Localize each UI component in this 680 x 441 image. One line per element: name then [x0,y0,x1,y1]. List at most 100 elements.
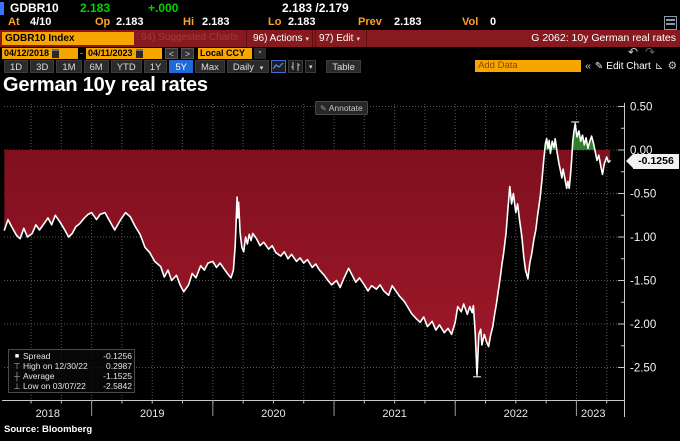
currency-select[interactable]: Local CCY [198,48,252,59]
date-range-bar: 04/12/2018 - 04/11/2023 < > Local CCY ▾ … [0,45,680,60]
svg-text:2022: 2022 [504,408,528,420]
legend-label: Spread [23,351,51,361]
legend-label: Low on 03/07/22 [23,381,86,391]
actions-label: 96) Actions [253,33,303,44]
last-value-tag: -0.1256 [626,154,679,169]
quote-field-label: At [8,16,20,28]
quote-field-value: 2.183 [202,16,230,28]
date-from-value: 04/12/2018 [4,48,50,58]
edit-chart-button[interactable]: ✎ Edit Chart [595,61,651,72]
source-credit: Source: Bloomberg [4,424,93,435]
quote-field-label: Hi [183,16,194,28]
add-data-input[interactable]: Add Data [475,60,582,72]
security-input[interactable]: GDBR10 Index [2,31,134,45]
chart-type-dropdown[interactable]: ▾ [305,60,317,73]
tag-arrow [626,154,633,168]
legend-row: ┼ Average -1.1525 [11,371,132,381]
function-title: G 2062: 10y German real rates [531,32,676,44]
range-toolbar: 1D 3D 1M 6M YTD 1Y 5Y Max Daily ▾ ▾ Table [4,60,361,73]
date-from-input[interactable]: 04/12/2018 [2,48,78,59]
svg-text:-2.00: -2.00 [630,319,656,331]
chevron-down-icon: ▾ [259,65,264,72]
ohlc-chart-icon [291,62,301,71]
legend-value: -2.5842 [103,381,132,391]
range-3d-button[interactable]: 3D [30,60,55,73]
legend-value: -0.1256 [103,351,132,361]
quote-field-label: Op [95,16,111,28]
edit-chart-corner-icon[interactable]: ⊾ [654,60,664,72]
period-label: Daily [232,62,255,73]
edit-label: 97) Edit [319,33,354,44]
range-6m-button[interactable]: 6M [83,60,109,73]
currency-dropdown-icon[interactable]: ▾ [254,48,266,59]
redo-icon: ↷ [645,45,656,59]
date-to-value: 04/11/2023 [88,48,133,58]
ohlc-chart-type-button[interactable] [288,60,304,73]
svg-text:-2.50: -2.50 [630,363,656,375]
security-quote-bar: GDBR10 2.183 +.000 2.183 /2.179 At 4/10 Op… [0,0,680,30]
period-select[interactable]: Daily ▾ [226,60,270,73]
high-marker-icon: ⊤ [13,361,21,371]
quote-field-label: Prev [358,16,382,28]
legend-label: High on 12/30/22 [23,361,88,371]
chevron-down-icon: ▾ [308,63,313,71]
quote-field-label: Vol [462,16,479,28]
line-chart-icon [273,62,284,70]
suggested-charts-button[interactable]: 94) Suggested Charts [141,32,239,43]
range-ytd-button[interactable]: YTD [110,60,142,73]
chart-toolbar: 1D 3D 1M 6M YTD 1Y 5Y Max Daily ▾ ▾ Table [0,60,680,76]
edit-chart-label: Edit Chart [606,60,651,72]
svg-text:-1.00: -1.00 [630,232,656,244]
security-highlight-bar [0,2,4,15]
legend-row: ■ Spread -0.1256 [11,351,132,361]
range-buttons: 1D 3D 1M 6M YTD 1Y 5Y Max [4,60,225,73]
chart-legend[interactable]: ■ Spread -0.1256 ⊤ High on 12/30/22 0.2987 ┼ Av… [8,349,135,393]
chart-title: German 10y real rates [3,74,208,96]
quote-field-value: 0 [490,16,497,28]
quote-field-value: 2.183 [394,16,422,28]
last-price: 2.183 [80,1,111,15]
calendar-icon[interactable] [135,49,143,59]
chevron-down-icon: ▾ [356,36,360,43]
quote-field-value: 2.183 [116,16,144,28]
avg-marker-icon: ┼ [14,371,20,381]
chevron-down-icon: ▾ [305,36,309,43]
range-max-button[interactable]: Max [194,60,225,73]
gear-icon[interactable]: ⚙ [667,60,677,72]
chart-actions-toolbar: Add Data « ✎ Edit Chart ⊾ ⚙ [475,60,677,72]
ticker-symbol: GDBR10 [10,1,59,15]
svg-text:2021: 2021 [382,408,406,420]
function-bar: GDBR10 Index 94) Suggested Charts 96) Ac… [0,30,680,47]
low-marker-icon: ⊥ [13,381,21,391]
monitor-panel-icon[interactable] [664,16,677,30]
pencil-icon: ✎ [320,104,327,113]
legend-label: Average [23,371,55,381]
table-button[interactable]: Table [326,60,361,73]
svg-text:2019: 2019 [140,408,164,420]
svg-text:2023: 2023 [581,408,605,420]
actions-menu-button[interactable]: 96) Actions ▾ [246,30,316,47]
undo-icon[interactable]: ↶ [628,45,639,59]
shift-back-button[interactable]: < [165,48,178,59]
annotate-button[interactable]: ✎ Annotate [315,101,368,115]
annotate-label: Annotate [328,103,363,113]
date-to-input[interactable]: 04/11/2023 [86,48,162,59]
legend-row: ⊥ Low on 03/07/22 -2.5842 [11,381,132,391]
range-1y-button[interactable]: 1Y [143,60,168,73]
range-1m-button[interactable]: 1M [56,60,82,73]
collapse-panel-icon[interactable]: « [585,60,591,72]
svg-text:2020: 2020 [261,408,285,420]
date-separator: - [80,48,83,58]
legend-value: -1.1525 [103,371,132,381]
pencil-icon: ✎ [594,60,604,72]
shift-forward-button[interactable]: > [181,48,194,59]
edit-menu-button[interactable]: 97) Edit ▾ [312,30,367,47]
line-chart-type-button[interactable] [271,60,287,73]
quote-field-value: 4/10 [30,16,52,28]
svg-text:-0.50: -0.50 [630,189,656,201]
calendar-icon[interactable] [52,49,60,59]
legend-row: ⊤ High on 12/30/22 0.2987 [11,361,132,371]
range-5y-button[interactable]: 5Y [169,60,193,73]
range-1d-button[interactable]: 1D [4,60,29,73]
